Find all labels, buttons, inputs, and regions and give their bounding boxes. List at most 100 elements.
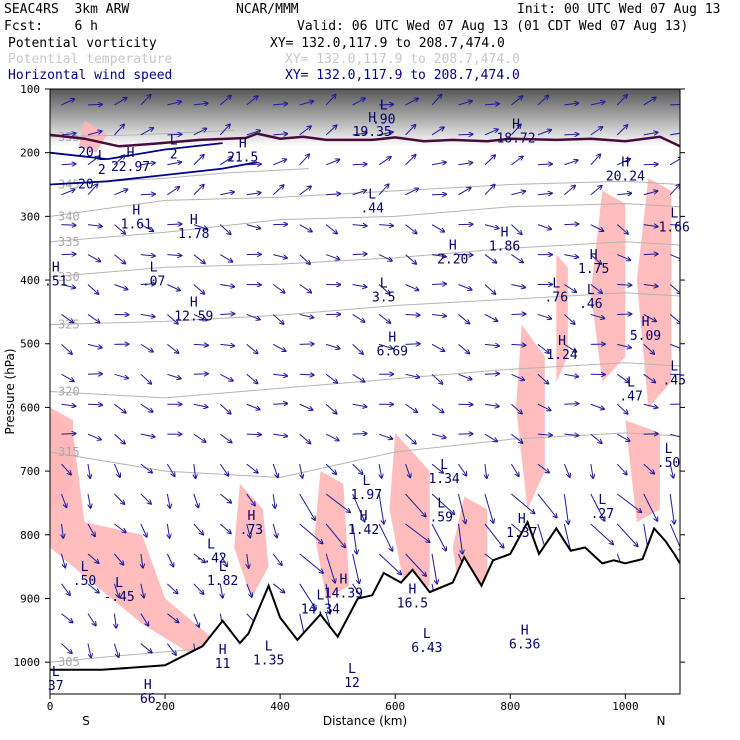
wind-vector (484, 155, 495, 166)
extremum-value: 14.34 (301, 603, 340, 618)
wind-vector (61, 583, 70, 595)
wind-vector (300, 464, 303, 478)
wind-vector (246, 224, 260, 229)
wind-vector (87, 314, 99, 322)
wind-vector (510, 463, 518, 476)
wind-vector (87, 131, 102, 136)
wind-vector (299, 433, 311, 443)
pv-shaded-region-8 (590, 190, 626, 382)
extremum-marker: L (380, 277, 388, 292)
wind-vector (405, 314, 420, 315)
wind-vector (379, 104, 393, 105)
wind-vector (643, 98, 656, 106)
wind-vector (511, 157, 522, 166)
wind-vector (564, 186, 575, 196)
wind-vector (405, 523, 430, 542)
wind-vector (325, 523, 345, 547)
wind-vector (511, 373, 524, 380)
extremum-marker: L (219, 560, 227, 575)
field-title-theta: Potential temperature (8, 52, 173, 67)
wind-vector (325, 95, 336, 106)
wind-vector (669, 314, 680, 323)
wind-vector (219, 403, 230, 413)
wind-vector (458, 314, 469, 323)
wind-vector (246, 493, 255, 505)
wind-vector (670, 133, 680, 135)
wind-vector (511, 433, 522, 443)
wind-vector (617, 193, 631, 194)
wind-vector (299, 313, 314, 317)
wind-vector (114, 98, 126, 106)
wind-vector (193, 403, 208, 407)
extremum-marker: L (363, 474, 371, 489)
field-xy-pv: XY= 132.0,117.9 to 208.7,474.0 (270, 36, 505, 51)
wind-vector (167, 102, 181, 106)
wind-vector (352, 314, 365, 321)
field-title-wind: Horizontal wind speed (8, 68, 173, 83)
wind-vector (193, 129, 206, 136)
wind-vector (219, 224, 230, 235)
wind-vector (220, 285, 234, 287)
wind-vector (299, 553, 323, 573)
wind-vector (379, 464, 382, 478)
extremum-marker: H (340, 573, 348, 588)
wind-vector (458, 134, 472, 135)
wind-vector (246, 131, 260, 136)
wind-contour-label: 20 (78, 178, 94, 193)
wind-vector (670, 433, 680, 438)
theta-contour-label: 345 (58, 178, 80, 192)
wind-vector (87, 284, 98, 294)
wind-vector (299, 284, 312, 293)
wind-vector (484, 374, 499, 375)
wind-vector (166, 643, 176, 655)
wind-vector (564, 160, 577, 166)
extremum-value: 16.5 (397, 596, 428, 611)
wind-vector (352, 98, 365, 106)
wind-vector (220, 373, 232, 380)
wind-vector (219, 523, 230, 533)
wind-vector (113, 583, 118, 597)
wind-vector (590, 433, 602, 443)
extremum-value: 1.82 (207, 574, 238, 589)
wind-vector (220, 583, 222, 598)
wind-vector (299, 101, 314, 106)
wind-vector (563, 463, 569, 477)
wind-vector (114, 553, 123, 565)
wind-vector (299, 186, 311, 196)
wind-vector (61, 643, 72, 654)
wind-vector (564, 103, 578, 105)
wind-vector (484, 224, 499, 229)
wind-vector (511, 254, 523, 263)
model-name: SEAC4RS 3km ARW (4, 2, 130, 17)
wind-contour-label: 20 (78, 146, 94, 161)
wind-vector (511, 191, 525, 196)
wind-vector (590, 127, 602, 136)
wind-vector (193, 523, 203, 535)
wind-vector (326, 194, 340, 195)
extremum-marker: L (670, 359, 678, 374)
extremum-value: 1.86 (489, 240, 520, 255)
wind-vector (352, 434, 367, 435)
wind-vector (325, 463, 336, 474)
wind-vector (511, 284, 525, 288)
wind-vector (167, 255, 181, 256)
wind-vector (643, 191, 658, 196)
y-axis-label: Pressure (hPa) (3, 348, 17, 434)
wind-vector (272, 314, 283, 323)
wind-vector (272, 583, 284, 593)
extremum-marker: L (627, 375, 635, 390)
wind-vector (167, 493, 170, 508)
wind-vector (669, 523, 680, 552)
wind-vector (193, 284, 204, 294)
extremum-marker: H (518, 512, 526, 527)
extremum-marker: H (190, 213, 198, 228)
wind-vector (669, 284, 680, 294)
wind-vector (246, 164, 261, 165)
wind-vector (458, 343, 469, 353)
wind-vector (326, 343, 339, 348)
wind-vector (564, 434, 578, 435)
wind-vector (87, 523, 95, 536)
wind-vector (484, 104, 499, 105)
extremum-value: 37 (48, 679, 64, 694)
wind-vector (87, 225, 102, 227)
